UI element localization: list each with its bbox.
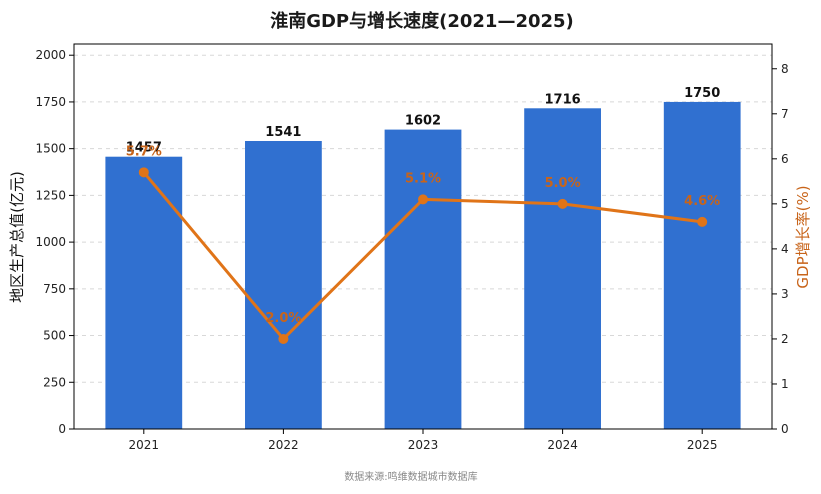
- rate-value-label: 4.6%: [684, 194, 720, 209]
- data-labels: 1457 1541 1602 1716 1750 5.7% 2.0% 5.1% 5.0% 4.6%: [126, 86, 721, 326]
- bar: [384, 129, 462, 429]
- bar: [524, 108, 601, 429]
- rate-point: [138, 167, 149, 178]
- y-tick-label: 0: [58, 422, 66, 436]
- y-tick-label: 1750: [35, 95, 66, 109]
- rate-value-label: 5.0%: [545, 176, 581, 191]
- y-axis-left: 0 250 500 750 1000 1250 1500 1750 2000: [35, 48, 74, 436]
- bars: [105, 101, 741, 430]
- y-axis-right: 0 1 2 3 4 5 6 7 8: [772, 62, 789, 436]
- rate-point: [418, 194, 428, 205]
- rate-point: [697, 216, 708, 227]
- y2-tick-label: 4: [781, 242, 789, 256]
- source-note: 数据来源:鸣维数据城市数据库: [344, 470, 477, 483]
- y2-tick-label: 8: [781, 62, 789, 76]
- bar-value-label: 1541: [265, 125, 301, 140]
- bar: [245, 140, 322, 430]
- y-tick-label: 500: [43, 329, 66, 343]
- y-axis-title: 地区生产总值(亿元): [8, 171, 26, 303]
- x-tick-label: 2024: [547, 438, 578, 452]
- y2-tick-label: 6: [781, 152, 789, 166]
- y2-axis-title: GDP增长率(%): [794, 185, 812, 288]
- y2-tick-label: 7: [781, 107, 789, 121]
- y2-tick-label: 5: [781, 197, 789, 211]
- bar: [663, 101, 741, 429]
- bar-value-label: 1602: [405, 114, 441, 129]
- x-axis: 2021 2022 2023 2024 2025: [129, 429, 718, 452]
- x-tick-label: 2021: [129, 438, 160, 452]
- x-tick-label: 2022: [268, 438, 299, 452]
- y-tick-label: 2000: [35, 48, 66, 62]
- bar-value-label: 1716: [545, 92, 581, 107]
- rate-point: [557, 198, 568, 209]
- y-tick-label: 1000: [35, 235, 66, 249]
- bar: [105, 156, 183, 430]
- y-tick-label: 1500: [35, 142, 66, 156]
- y2-tick-label: 0: [781, 422, 789, 436]
- rate-line-layer: [138, 167, 708, 344]
- y-tick-label: 750: [43, 282, 66, 296]
- rate-value-label: 5.1%: [405, 171, 441, 186]
- y-tick-label: 1250: [35, 188, 66, 202]
- rate-point: [278, 333, 289, 344]
- x-tick-label: 2025: [687, 438, 718, 452]
- rate-value-label: 5.7%: [126, 144, 162, 159]
- chart-title: 淮南GDP与增长速度(2021—2025): [270, 10, 574, 32]
- rate-value-label: 2.0%: [265, 311, 301, 326]
- y2-tick-label: 1: [781, 377, 789, 391]
- y2-tick-label: 2: [781, 332, 789, 346]
- y-tick-label: 250: [43, 375, 66, 389]
- y2-tick-label: 3: [781, 287, 789, 301]
- bar-value-label: 1457: [126, 141, 162, 156]
- bar-value-label: 1750: [684, 86, 720, 101]
- x-tick-label: 2023: [408, 438, 439, 452]
